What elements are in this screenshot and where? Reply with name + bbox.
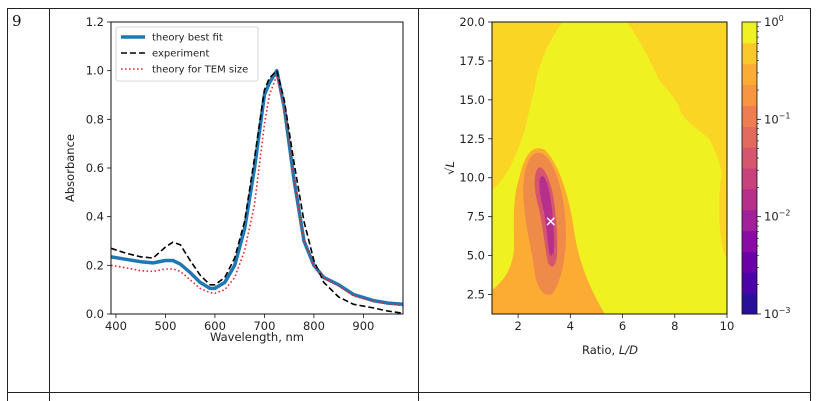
colorbar-band	[742, 230, 757, 252]
colorbar-band	[742, 126, 757, 148]
absorbance-x-ticks: 400 500 600 700 800 900	[105, 314, 374, 333]
contour-x-label: Ratio, L/D	[582, 343, 638, 357]
table-border-left	[7, 8, 8, 401]
contour-regions: ✕	[492, 22, 727, 314]
contour-x-label-italic: L/D	[619, 343, 638, 357]
x-tick-label: 10	[720, 319, 735, 333]
absorbance-y-ticks: 0.0 0.2 0.4 0.6 0.8 1.0 1.2	[86, 15, 111, 321]
colorbar-tick-label: 10−3	[764, 306, 790, 321]
y-tick-label: 0.8	[86, 112, 104, 126]
y-tick-label: 20.0	[459, 15, 485, 29]
contour-plot-frame	[491, 21, 728, 315]
colorbar-band	[742, 168, 757, 190]
x-tick-label: 500	[154, 319, 176, 333]
y-tick-label: 10.0	[459, 171, 485, 185]
x-tick-label: 2	[514, 319, 521, 333]
contour-y-ticks: 2.5 5.0 7.5 10.0 12.5 15.0 17.5 20.0	[459, 15, 492, 302]
colorbar	[742, 22, 757, 315]
y-tick-label: 0.0	[86, 307, 104, 321]
contour-region-right-edge	[719, 150, 727, 258]
x-tick-label: 4	[567, 319, 574, 333]
table-column-divider-1	[49, 8, 50, 401]
x-tick-label: 8	[671, 319, 678, 333]
colorbar-frame	[741, 21, 758, 315]
table-border-right	[810, 8, 811, 401]
y-tick-label: 15.0	[459, 93, 485, 107]
y-tick-label: 12.5	[459, 132, 485, 146]
table-border-bottom-row	[7, 392, 811, 393]
y-tick-label: 2.5	[467, 288, 485, 302]
legend-label-theory-best-fit: theory best fit	[152, 33, 223, 44]
colorbar-band	[742, 251, 757, 273]
x-tick-label: 700	[253, 319, 275, 333]
colorbar-ticks: 100 10−1 10−2 10−3	[757, 14, 790, 321]
absorbance-chart: 400 500 600 700 800 900 0.0 0.2 0.4 0.6 0.8 1.0 1.2…	[63, 15, 404, 344]
y-tick-label: 5.0	[467, 249, 485, 263]
contour-region-min	[539, 176, 555, 256]
absorbance-y-label: Absorbance	[63, 134, 77, 202]
table-column-divider-2	[418, 8, 419, 401]
colorbar-band	[742, 42, 757, 65]
contour-x-ticks: 2 4 6 8 10	[514, 314, 734, 333]
colorbar-tick-label: 10−1	[764, 111, 790, 126]
x-tick-label: 6	[619, 319, 626, 333]
absorbance-x-label: Wavelength, nm	[210, 330, 304, 344]
x-tick-label: 800	[303, 319, 325, 333]
row-number: 9	[12, 12, 22, 30]
y-tick-label: 17.5	[459, 54, 485, 68]
y-tick-label: 7.5	[467, 210, 485, 224]
contour-chart: ✕ 2 4 6 8 10 2.5 5.0 7.5 10.0 12.5 15.0 17.5 20.0 R…	[443, 14, 790, 357]
colorbar-tick-label: 10−2	[764, 209, 790, 224]
colorbar-band	[742, 84, 757, 106]
y-tick-label: 0.2	[86, 258, 104, 272]
absorbance-series-group	[111, 68, 403, 314]
legend-label-experiment: experiment	[152, 49, 210, 60]
colorbar-band	[742, 105, 757, 127]
absorbance-legend: theory best fit experiment theory for TE…	[115, 26, 259, 82]
colorbar-band	[742, 188, 757, 211]
series-line-experiment	[111, 69, 403, 314]
best-fit-marker-icon: ✕	[545, 214, 557, 230]
colorbar-tick-label: 100	[764, 14, 784, 29]
legend-box	[115, 26, 259, 82]
colorbar-band	[742, 63, 757, 86]
x-tick-label: 400	[105, 319, 127, 333]
colorbar-band	[742, 22, 757, 44]
colorbar-band	[742, 293, 757, 315]
series-line-theory-for-tem-size	[111, 74, 403, 307]
table-border-top	[7, 8, 811, 9]
y-tick-label: 0.6	[86, 161, 104, 175]
x-tick-label: 600	[204, 319, 226, 333]
series-line-theory-best-fit	[111, 68, 403, 307]
legend-label-theory-tem: theory for TEM size	[152, 65, 248, 76]
contour-y-label: √L	[443, 161, 457, 175]
y-tick-label: 1.2	[86, 15, 104, 29]
colorbar-band	[742, 272, 757, 294]
y-tick-label: 1.0	[86, 64, 104, 78]
y-tick-label: 0.4	[86, 210, 104, 224]
x-tick-label: 900	[352, 319, 374, 333]
contour-x-label-prefix: Ratio,	[582, 343, 619, 357]
colorbar-band	[742, 147, 757, 169]
colorbar-band	[742, 209, 757, 232]
